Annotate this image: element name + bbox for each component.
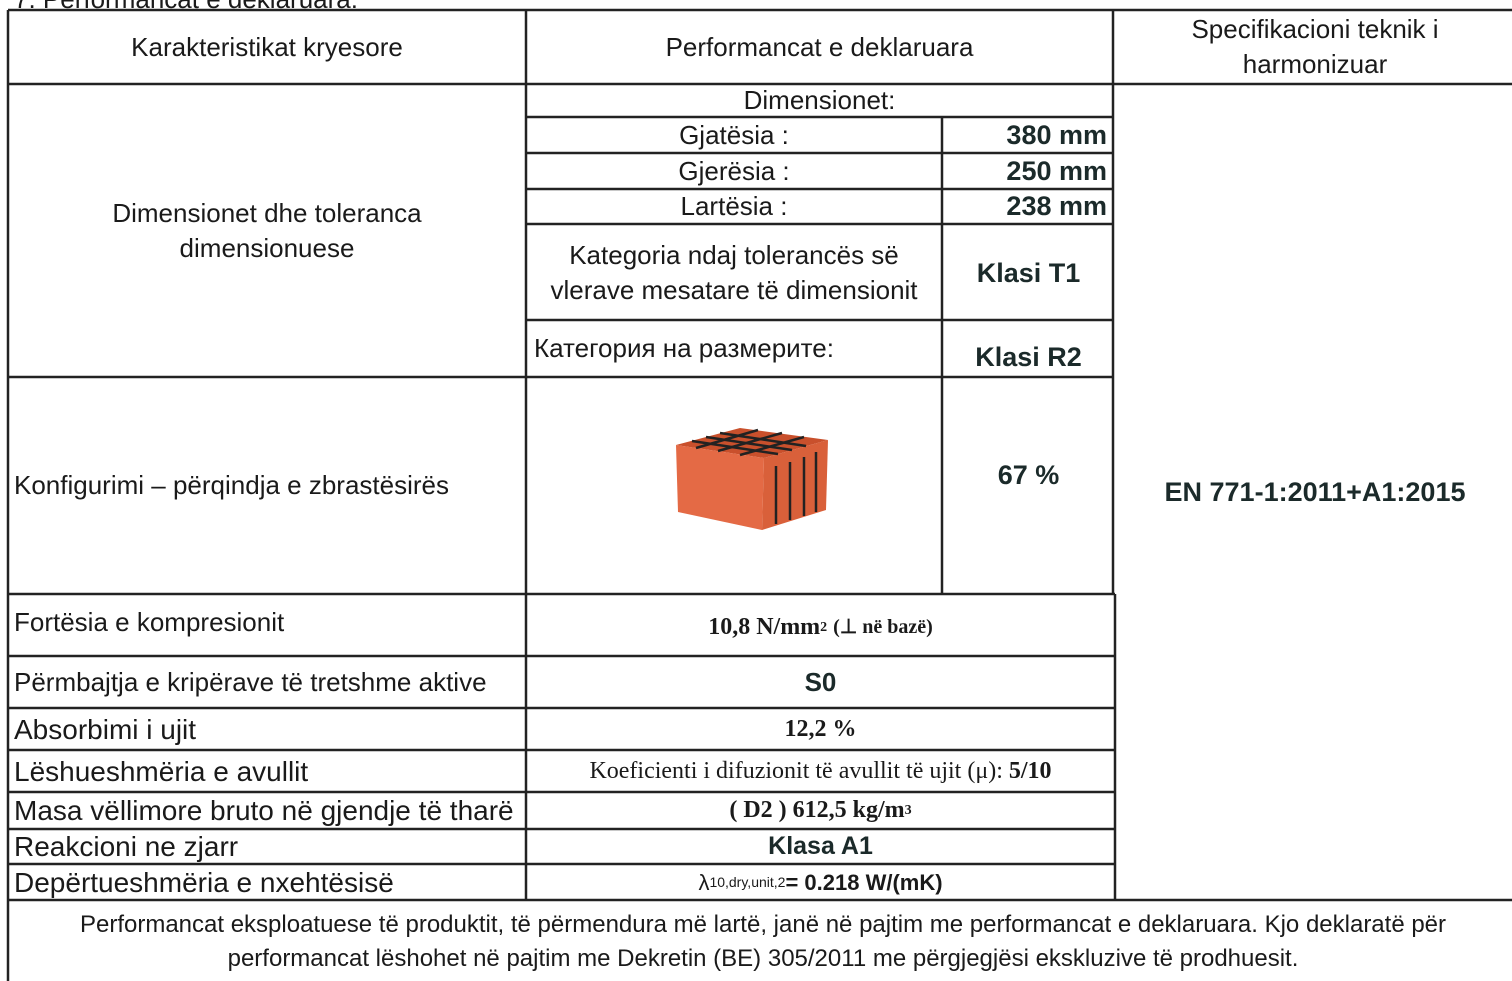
dimension-value: 380 mm: [1006, 119, 1107, 150]
row-label: Fortësia e kompresionit: [14, 606, 285, 637]
superscript: 2: [820, 619, 828, 635]
row-label: Konfigurimi – përqindja e zbrastësirës: [14, 470, 449, 500]
row-label: Depërtueshmëria e nxehtësisë: [14, 866, 394, 898]
value: Koeficienti i difuzionit të avullit të u…: [589, 757, 1003, 784]
row-value: ( D2 ) 612,5 kg/m 3: [528, 792, 1113, 829]
dimension-name: Gjerësia :: [678, 155, 790, 186]
value: = 0.218 W/(mK): [785, 869, 943, 895]
subheading: Dimensionet:: [743, 85, 896, 115]
dimension-value: 250 mm: [1006, 155, 1107, 186]
tolerance-value: Klasi T1: [976, 257, 1081, 288]
row-value: Koeficienti i difuzionit të avullit të u…: [528, 750, 1113, 792]
superscript: 3: [904, 803, 912, 818]
row-value: Klasa A1: [768, 832, 873, 860]
specification: EN 771-1:2011+A1:2015: [1164, 476, 1466, 507]
row-label: Absorbimi i ujit: [14, 713, 197, 745]
row-value: S0: [804, 666, 837, 697]
row-label: Lëshueshmëria e avullit: [14, 755, 309, 787]
row-value: 10,8 N/mm 2 (⊥ në bazë): [528, 596, 1113, 658]
dimension-value: 238 mm: [1006, 191, 1107, 221]
footer-note: Performancat eksploatuese të produktit, …: [79, 911, 1447, 972]
row-value: λ 10,dry,unit,2 = 0.218 W/(mK): [528, 864, 1113, 900]
header-cell: Specifikacioni teknik i harmonizuar: [1191, 14, 1439, 79]
brick-image: [676, 428, 828, 530]
note: (⊥ në bazë): [833, 615, 933, 638]
subscript: 10,dry,unit,2: [709, 873, 786, 890]
symbol: λ: [698, 869, 710, 895]
figure: 5/10: [1008, 757, 1052, 784]
value: 10,8 N/mm: [708, 613, 821, 640]
range-name: Категория на размерите:: [534, 332, 834, 363]
row-label: Reakcioni ne zjarr: [14, 831, 239, 862]
dimension-name: Gjatësia :: [679, 119, 789, 150]
row-label: Dimensionet dhe toleranca dimensionuese: [112, 198, 422, 263]
row-value: 12,2 %: [784, 715, 857, 742]
dimension-name: Lartësia :: [680, 191, 788, 221]
row-label: Masa vëllimore bruto në gjendje të tharë: [14, 795, 514, 826]
tolerance-name: Kategoria ndaj tolerancës së vlerave mes…: [550, 240, 918, 305]
configuration-value: 67 %: [997, 460, 1060, 490]
section-title: 7. Performancat e deklaruara:: [8, 0, 708, 14]
header-cell: Performancat e deklaruara: [665, 31, 974, 62]
value: ( D2 ) 612,5 kg/m: [729, 797, 905, 823]
header-cell: Karakteristikat kryesore: [131, 31, 403, 62]
range-value: Klasi R2: [975, 341, 1082, 372]
row-label: Përmbajtja e kripërave të tretshme aktiv…: [14, 666, 487, 697]
